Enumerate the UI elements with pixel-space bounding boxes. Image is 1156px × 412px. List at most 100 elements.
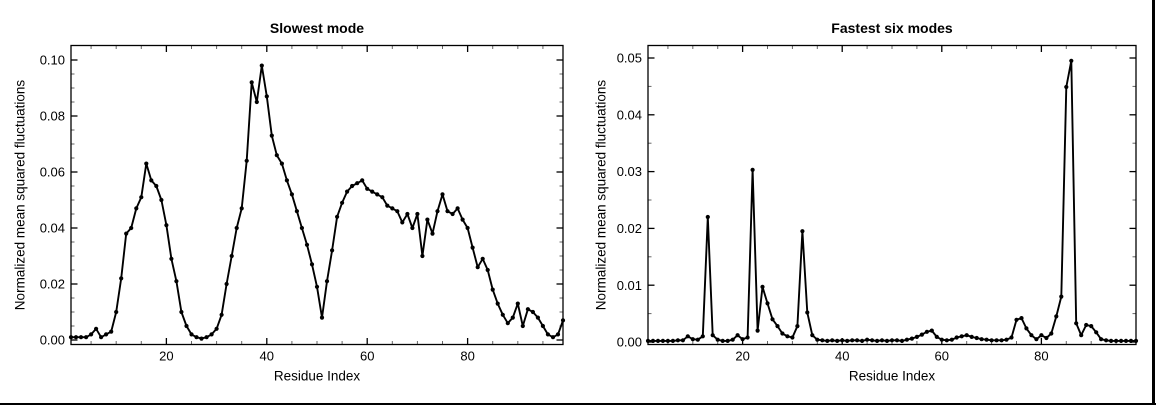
data-point bbox=[760, 284, 765, 289]
x-tick-label: 40 bbox=[260, 349, 274, 364]
data-point bbox=[365, 186, 370, 191]
data-point bbox=[204, 335, 209, 340]
data-point bbox=[134, 206, 139, 211]
data-point bbox=[289, 192, 294, 197]
data-point bbox=[1109, 338, 1114, 343]
data-point bbox=[939, 337, 944, 342]
data-point bbox=[650, 338, 656, 343]
data-point bbox=[1029, 333, 1034, 338]
data-point bbox=[984, 337, 989, 342]
data-point bbox=[89, 332, 94, 337]
data-point bbox=[870, 338, 875, 343]
data-point bbox=[184, 323, 189, 329]
data-point bbox=[99, 335, 104, 340]
data-point bbox=[835, 338, 840, 343]
data-point bbox=[700, 334, 705, 339]
data-point bbox=[485, 267, 490, 273]
data-point bbox=[1044, 335, 1049, 341]
data-point bbox=[750, 167, 755, 172]
plot-frame bbox=[70, 44, 564, 346]
data-point bbox=[914, 334, 920, 339]
page-right-border bbox=[1151, 0, 1155, 405]
data-point bbox=[375, 192, 380, 197]
data-point bbox=[530, 309, 536, 315]
data-point bbox=[545, 332, 551, 337]
data-point bbox=[1069, 58, 1074, 63]
data-point bbox=[500, 312, 505, 317]
data-point bbox=[109, 329, 114, 334]
data-point bbox=[510, 315, 515, 320]
data-point bbox=[999, 338, 1004, 343]
data-point bbox=[139, 195, 144, 200]
data-point bbox=[725, 338, 730, 343]
data-point bbox=[875, 338, 880, 343]
data-point bbox=[1089, 324, 1094, 329]
data-point bbox=[675, 338, 681, 343]
data-point bbox=[680, 338, 686, 343]
data-point bbox=[360, 178, 365, 183]
data-point bbox=[149, 178, 154, 183]
x-axis-label-right-chart: Residue Index bbox=[848, 368, 936, 384]
data-point bbox=[865, 337, 870, 342]
data-point bbox=[385, 203, 390, 208]
data-point bbox=[1034, 337, 1039, 342]
data-point bbox=[239, 206, 244, 211]
data-point bbox=[264, 94, 269, 99]
y-tick-label: 0.08 bbox=[40, 109, 65, 124]
data-point bbox=[94, 326, 99, 331]
data-point bbox=[495, 301, 500, 306]
x-tick-label: 80 bbox=[460, 349, 474, 364]
chart-title-fastest-six-modes: Fastest six modes bbox=[831, 20, 953, 36]
data-point bbox=[73, 335, 79, 340]
data-point bbox=[810, 333, 815, 338]
data-point bbox=[1084, 322, 1089, 328]
data-point bbox=[840, 338, 845, 343]
data-point bbox=[410, 225, 415, 231]
x-tick-label: 80 bbox=[1034, 349, 1048, 364]
data-point bbox=[560, 318, 566, 323]
data-point bbox=[805, 310, 810, 315]
data-point bbox=[490, 287, 495, 292]
data-point bbox=[730, 337, 735, 342]
plot-frame bbox=[647, 44, 1137, 346]
data-point bbox=[705, 214, 710, 220]
data-point bbox=[294, 209, 299, 214]
data-point bbox=[790, 335, 795, 340]
data-point bbox=[1059, 294, 1064, 299]
y-tick-label: 0.00 bbox=[617, 335, 642, 350]
data-point bbox=[380, 195, 385, 200]
data-point bbox=[894, 338, 900, 343]
y-tick-label: 0.04 bbox=[40, 221, 65, 236]
data-point bbox=[1049, 331, 1054, 336]
data-point bbox=[820, 338, 825, 343]
data-point bbox=[420, 253, 425, 259]
data-point bbox=[740, 337, 745, 342]
data-point bbox=[179, 309, 184, 315]
data-point bbox=[665, 338, 671, 343]
data-point bbox=[994, 338, 999, 343]
data-point bbox=[78, 335, 84, 340]
data-point bbox=[214, 326, 219, 331]
data-point bbox=[505, 321, 510, 326]
data-point bbox=[430, 231, 435, 236]
data-point bbox=[884, 338, 890, 343]
data-point bbox=[695, 337, 700, 342]
data-point bbox=[249, 80, 254, 85]
data-point bbox=[1104, 338, 1109, 343]
data-point bbox=[350, 183, 355, 189]
data-point bbox=[1074, 321, 1079, 326]
data-point bbox=[1114, 338, 1119, 343]
data-point bbox=[1009, 335, 1014, 340]
data-point bbox=[715, 337, 720, 342]
data-point bbox=[989, 338, 994, 343]
data-point bbox=[770, 317, 775, 322]
data-point bbox=[755, 328, 760, 333]
data-point bbox=[370, 189, 375, 194]
data-point bbox=[1024, 326, 1029, 331]
data-point bbox=[415, 211, 420, 217]
data-point bbox=[879, 338, 885, 343]
y-axis-label-right-chart: Normalized mean squared fluctuations bbox=[593, 79, 609, 311]
data-point bbox=[159, 197, 164, 203]
series-line bbox=[647, 59, 1137, 342]
data-point bbox=[800, 229, 805, 234]
